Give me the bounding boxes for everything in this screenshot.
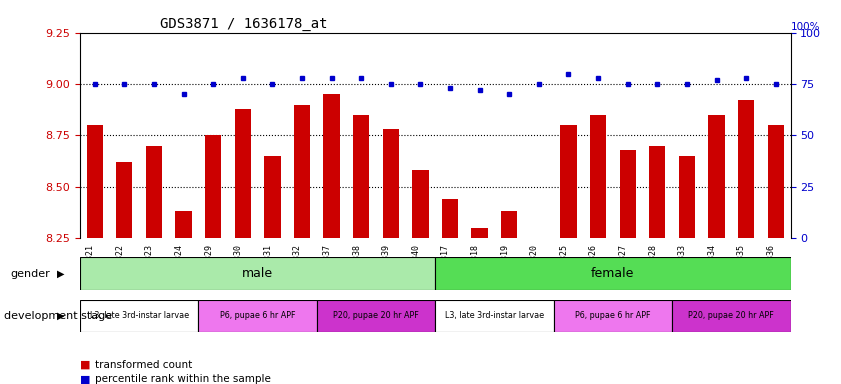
- Text: ■: ■: [80, 374, 90, 384]
- Text: L3, late 3rd-instar larvae: L3, late 3rd-instar larvae: [89, 311, 188, 320]
- Text: female: female: [591, 267, 635, 280]
- Bar: [198, 300, 317, 332]
- Bar: [383, 129, 399, 238]
- Bar: [560, 125, 577, 238]
- Bar: [80, 257, 436, 290]
- Bar: [205, 135, 221, 238]
- Bar: [738, 101, 754, 238]
- Bar: [80, 300, 198, 332]
- Text: 100%: 100%: [791, 22, 820, 31]
- Bar: [87, 125, 103, 238]
- Text: GDS3871 / 1636178_at: GDS3871 / 1636178_at: [160, 17, 327, 31]
- Text: P20, pupae 20 hr APF: P20, pupae 20 hr APF: [333, 311, 419, 320]
- Text: percentile rank within the sample: percentile rank within the sample: [95, 374, 271, 384]
- Bar: [672, 300, 791, 332]
- Bar: [472, 228, 488, 238]
- Bar: [353, 115, 369, 238]
- Bar: [553, 300, 672, 332]
- Bar: [294, 104, 310, 238]
- Text: ■: ■: [80, 360, 90, 370]
- Text: P20, pupae 20 hr APF: P20, pupae 20 hr APF: [689, 311, 775, 320]
- Text: P6, pupae 6 hr APF: P6, pupae 6 hr APF: [575, 311, 651, 320]
- Bar: [679, 156, 695, 238]
- Text: development stage: development stage: [4, 311, 113, 321]
- Bar: [324, 94, 340, 238]
- Text: L3, late 3rd-instar larvae: L3, late 3rd-instar larvae: [445, 311, 544, 320]
- Text: transformed count: transformed count: [95, 360, 193, 370]
- Bar: [442, 199, 458, 238]
- Bar: [317, 300, 436, 332]
- Bar: [235, 109, 251, 238]
- Bar: [620, 150, 636, 238]
- Bar: [590, 115, 606, 238]
- Bar: [436, 257, 791, 290]
- Bar: [768, 125, 784, 238]
- Bar: [436, 300, 553, 332]
- Text: P6, pupae 6 hr APF: P6, pupae 6 hr APF: [220, 311, 295, 320]
- Bar: [116, 162, 132, 238]
- Bar: [708, 115, 725, 238]
- Bar: [264, 156, 281, 238]
- Bar: [501, 211, 517, 238]
- Bar: [412, 170, 429, 238]
- Bar: [145, 146, 162, 238]
- Text: ▶: ▶: [57, 311, 64, 321]
- Bar: [176, 211, 192, 238]
- Text: gender: gender: [10, 268, 50, 279]
- Text: ▶: ▶: [57, 268, 64, 279]
- Text: male: male: [242, 267, 273, 280]
- Bar: [649, 146, 665, 238]
